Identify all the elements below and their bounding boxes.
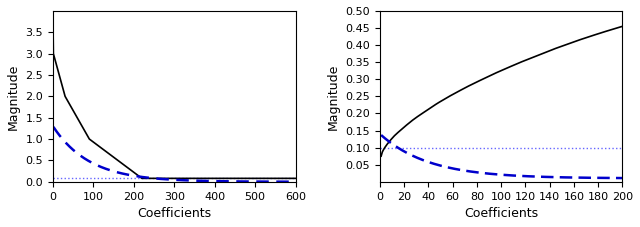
Y-axis label: Magnitude: Magnitude: [327, 63, 340, 130]
X-axis label: Coefficients: Coefficients: [464, 207, 538, 220]
X-axis label: Coefficients: Coefficients: [137, 207, 211, 220]
Y-axis label: Magnitude: Magnitude: [7, 63, 20, 130]
